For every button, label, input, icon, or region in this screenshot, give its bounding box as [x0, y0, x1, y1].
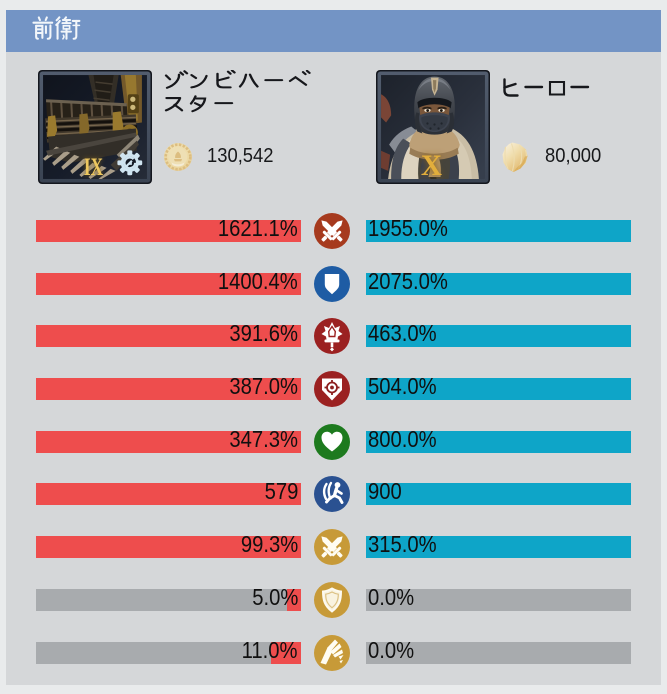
svg-text:IX: IX	[84, 154, 103, 181]
svg-text:X: X	[421, 150, 442, 182]
